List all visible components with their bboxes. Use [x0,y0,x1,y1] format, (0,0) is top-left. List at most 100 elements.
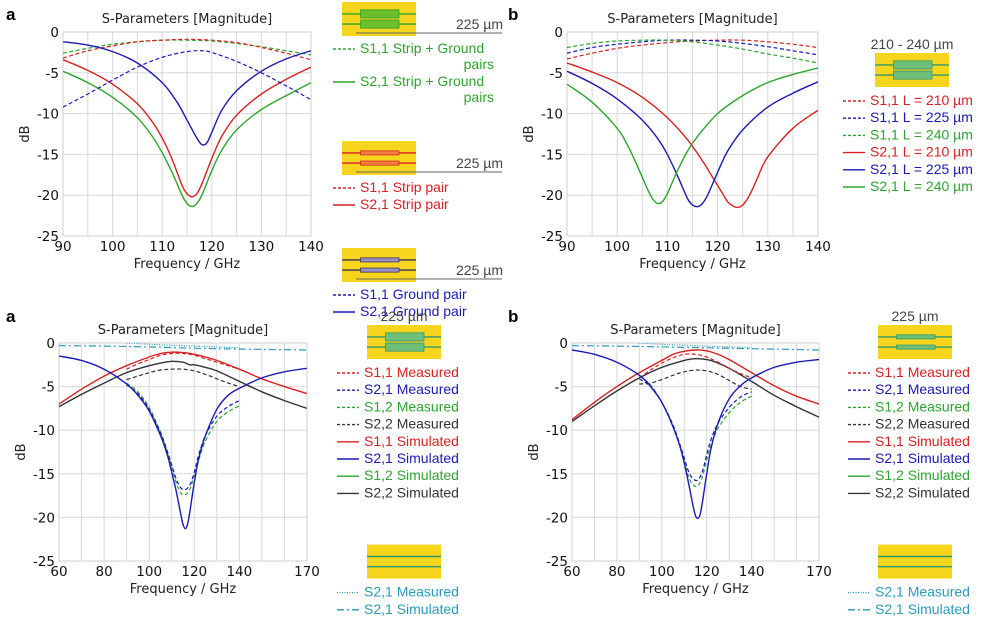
scale-label: 225 µm [892,308,939,324]
legend-label: S2,1 Strip pair [360,196,449,212]
panel-letter: b [508,5,518,24]
legend-label: S2,1 L = 210 µm [870,144,973,160]
x-tick-label: 140 [226,564,252,580]
series-line-s1-1-l-210-m [567,39,818,60]
x-tick-label: 100 [604,239,630,255]
y-tick-label: -15 [37,147,59,163]
legend-label: S2,1 L = 240 µm [870,178,973,194]
y-tick-label: -5 [550,66,563,82]
legend-label: S1,1 L = 225 µm [870,109,973,125]
legend-label: S2,1 Simulated [875,601,970,617]
y-tick-label: 0 [50,25,59,41]
legend-label: S1,1 Simulated [364,433,459,449]
series-line-s2-1-measured-plain-line- [639,343,752,348]
chip-substrate [342,141,416,175]
legend-label: S2,1 Measured [875,381,970,397]
y-tick-label: -25 [37,229,59,245]
chip-substrate [367,544,441,579]
series-group [63,38,311,208]
chip-resonator [360,267,400,273]
series-line-s1-1-simulated [572,349,819,421]
legend-label: S2,1 Measured [364,584,459,600]
chip-substrate [367,325,441,359]
chip-resonator [896,344,936,350]
y-tick-label: -20 [37,188,59,204]
chip-resonator [893,60,933,70]
legend-label: S1,1 L = 210 µm [870,92,973,108]
series-line-s2-1-l-210-m [567,62,818,209]
chart-panel-bottom-a: a S-Parameters [Magnitude] 60 80 100 120 140 17… [6,307,459,617]
legend-label: S1,1 Simulated [875,433,970,449]
chip-substrate [342,248,416,282]
chip-resonator [360,9,400,19]
scale-label: 225 µm [381,308,428,324]
series-line-s2-1-strip-ground-pairs [63,70,311,208]
y-tick-label: 0 [559,336,568,352]
legend-label: S2,2 Simulated [875,484,970,500]
y-axis-label: dB [527,443,542,460]
x-tick-label: 120 [705,239,731,255]
legend-label: S2,1 Measured [364,381,459,397]
chip-resonator [360,19,400,29]
legend-label: S1,2 Simulated [875,467,970,483]
series-line-s2-1-simulated-plain-line- [572,345,819,351]
series-line-s2-1-simulated [59,355,307,530]
x-tick-label: 90 [54,239,71,255]
panel-letter: b [508,307,518,326]
chip-substrate [342,2,416,36]
chart-title: S-Parameters [Magnitude] [610,323,781,338]
chip-resonator [385,332,425,342]
series-line-s1-2-measured [126,382,240,496]
series-line-s1-1-l-225-m [567,39,818,56]
legend-label: S2,1 L = 225 µm [870,161,973,177]
series-line-s2-1-measured-plain-line- [126,343,240,349]
x-axis-label: Frequency / GHz [130,582,237,597]
scale-label: 225 µm [456,16,503,32]
legend-label: pairs [464,56,494,72]
legend-label: S2,2 Measured [875,416,970,432]
y-tick-label: -5 [42,380,55,396]
legend-label: S1,2 Measured [364,398,459,414]
x-tick-label: 120 [181,564,207,580]
x-axis-label: Frequency / GHz [134,257,241,272]
x-axis-label: Frequency / GHz [642,582,749,597]
panel-letter: a [6,307,16,326]
legend-label: S2,1 Simulated [875,450,970,466]
x-tick-label: 120 [199,239,225,255]
legend-label: S1,1 Ground pair [360,286,467,302]
chip-resonator [896,334,936,340]
scale-label: 210 - 240 µm [871,36,954,52]
y-tick-label: -25 [546,554,568,570]
chip-substrate [878,544,952,579]
panel-letter: a [6,5,16,24]
legend-label: S1,1 Strip + Ground [360,40,484,56]
series-line-s2-2-measured [126,368,240,388]
y-tick-label: -25 [541,229,563,245]
series-line-s2-1-strip-pair [63,59,311,198]
y-axis-label: dB [522,125,537,142]
chart-panel-top-b: b S-Parameters [Magnitude] 90 100 110 120 130 1… [508,5,973,272]
x-tick-label: 100 [100,239,126,255]
legend-label: pairs [464,89,494,105]
series-group [567,39,818,209]
x-tick-label: 100 [649,564,675,580]
y-tick-label: -20 [33,510,55,526]
legend-label: S1,1 L = 240 µm [870,126,973,142]
y-tick-label: -25 [33,554,55,570]
series-group [59,343,307,530]
chart-panel-bottom-b: b S-Parameters [Magnitude] 60 80 100 120 140 17… [508,307,970,617]
legend-label: S1,1 Strip pair [360,179,449,195]
legend-label: S2,1 Ground pair [360,303,467,319]
chip-resonator [385,342,425,352]
y-tick-label: -5 [555,380,568,396]
x-tick-label: 80 [608,564,625,580]
legend-label: S2,1 Strip + Ground [360,73,484,89]
legend-label: S2,1 Simulated [364,450,459,466]
series-line-s2-2-simulated [572,357,819,423]
y-tick-label: -5 [46,66,59,82]
x-tick-label: 130 [249,239,275,255]
